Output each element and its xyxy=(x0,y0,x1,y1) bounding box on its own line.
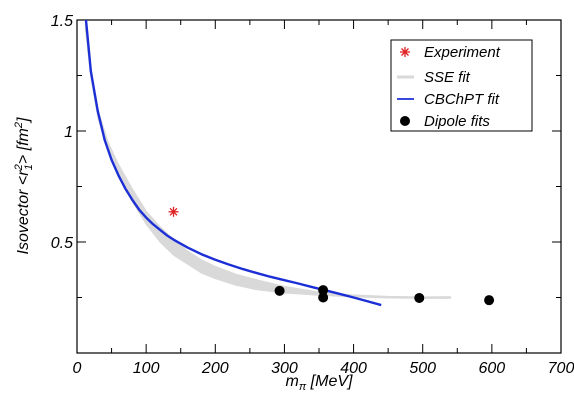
dipole-fit-point xyxy=(414,292,425,303)
ticks: 0 100 200 300 400 500 600 700 0.5 1 1.5 xyxy=(51,13,574,377)
dipole-fit-point xyxy=(274,285,285,296)
legend-item-experiment: Experiment xyxy=(400,44,501,61)
x-tick-label: 600 xyxy=(479,360,506,377)
cbchpt-fit-line xyxy=(84,19,382,307)
legend-item-sse: SSE fit xyxy=(397,69,471,86)
y-tick-label: 0.5 xyxy=(51,235,73,252)
marker-layer xyxy=(168,206,495,306)
legend-dipole-symbol xyxy=(400,116,410,126)
y-tick-label: 1.5 xyxy=(51,13,73,30)
legend-item-cbchpt: CBChPT fit xyxy=(397,91,500,108)
cbchpt-line-layer xyxy=(84,19,382,307)
x-tick-label: 100 xyxy=(133,360,160,377)
legend: Experiment SSE fit CBChPT fit Dipole fit… xyxy=(390,39,533,132)
legend-label-experiment: Experiment xyxy=(424,44,501,61)
legend-item-dipole: Dipole fits xyxy=(400,113,490,130)
y-axis-title: Isovector <r21> [fm2] xyxy=(13,117,35,254)
legend-box xyxy=(390,39,533,132)
x-tick-label: 700 xyxy=(548,360,574,377)
experiment-point xyxy=(168,206,179,217)
x-tick-label: 500 xyxy=(409,360,436,377)
legend-label-cbchpt: CBChPT fit xyxy=(424,91,500,108)
legend-star-symbol xyxy=(400,47,410,57)
x-tick-label: 300 xyxy=(271,360,298,377)
x-tick-label: 200 xyxy=(201,360,229,377)
y-tick-label: 1 xyxy=(64,124,73,141)
sse-band-layer xyxy=(84,19,451,299)
dipole-fit-point xyxy=(318,292,329,303)
dipole-fit-point xyxy=(318,285,329,296)
sse-fit-band xyxy=(84,19,451,299)
legend-label-dipole: Dipole fits xyxy=(424,113,490,130)
x-axis-title: mπ [MeV] xyxy=(286,373,353,393)
legend-label-sse: SSE fit xyxy=(424,69,471,86)
x-tick-label: 400 xyxy=(340,360,367,377)
x-tick-label: 0 xyxy=(73,360,82,377)
dipole-fit-point xyxy=(484,295,495,306)
